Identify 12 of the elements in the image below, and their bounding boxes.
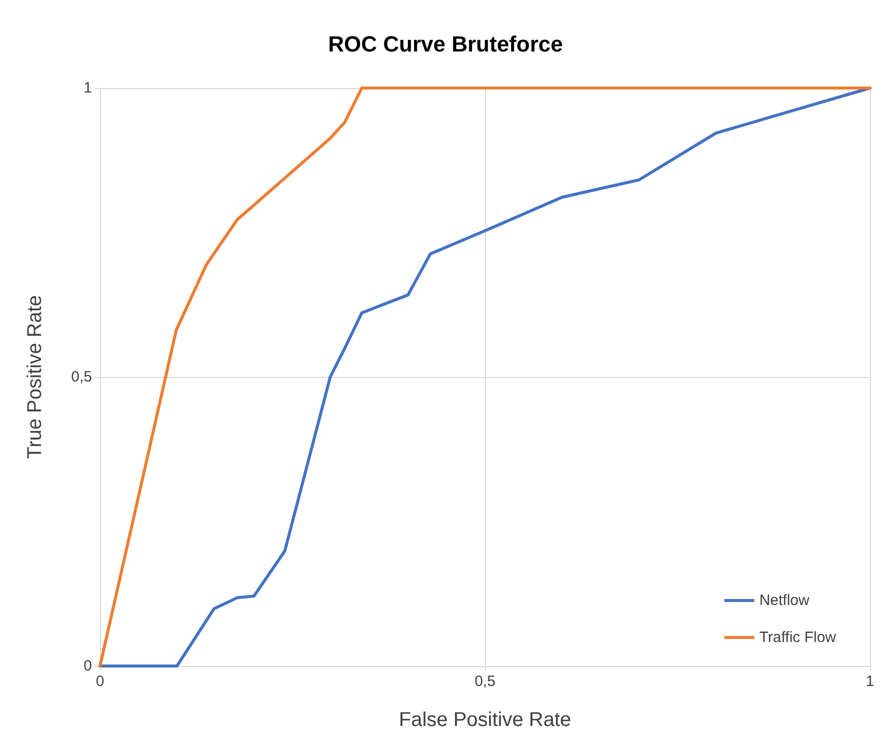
x-tick-label: 0,5 — [474, 673, 496, 690]
x-tick-label: 0 — [96, 673, 104, 690]
legend-label: Netflow — [759, 592, 810, 609]
x-axis-title: False Positive Rate — [398, 709, 572, 731]
y-tick-label: 0,5 — [71, 368, 92, 386]
y-tick-label: 1 — [84, 80, 92, 96]
y-tick-label: 0 — [84, 658, 92, 674]
line-series — [98, 86, 872, 668]
y-axis-title: True Positive Rate — [24, 295, 46, 459]
chart-title: ROC Curve Bruteforce — [328, 32, 563, 56]
legend-label: Traffic Flow — [759, 629, 836, 646]
x-tick-label: 1 — [866, 673, 874, 690]
